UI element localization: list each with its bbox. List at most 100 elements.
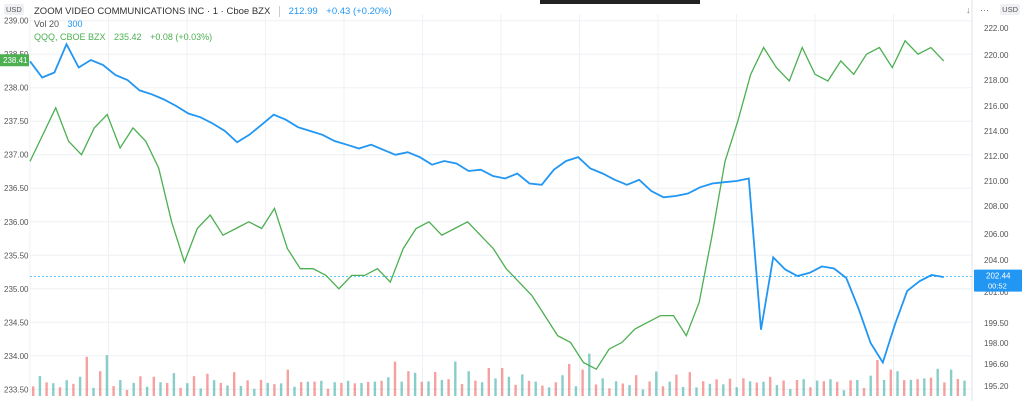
volume-bar <box>514 384 517 396</box>
left-current-badge <box>0 54 29 67</box>
volume-bar <box>869 375 872 396</box>
volume-bar <box>400 381 403 396</box>
left-tick-label: 233.50 <box>4 385 29 394</box>
volume-bar <box>85 356 88 396</box>
volume-bar <box>561 375 564 396</box>
volume-bar <box>882 380 886 396</box>
volume-legend[interactable]: Vol 20 300 <box>34 18 89 30</box>
volume-bar <box>447 379 450 396</box>
compare-legend[interactable]: QQQ, CBOE BZX 235.42 +0.08 (+0.03%) <box>34 31 218 43</box>
chart-grid <box>29 14 973 396</box>
volume-bar <box>199 388 202 396</box>
volume-bar <box>594 384 598 396</box>
volume-bar <box>467 371 470 396</box>
volume-bar <box>112 386 115 396</box>
volume-bar <box>487 368 490 396</box>
volume-bar <box>413 372 417 396</box>
volume-bar <box>266 382 269 396</box>
volume-bar <box>708 383 712 396</box>
volume-bar <box>728 378 732 396</box>
volume-bar <box>635 375 638 396</box>
volume-bar <box>233 372 236 396</box>
volume-bars <box>32 353 966 396</box>
volume-bar <box>179 387 182 396</box>
volume-bar <box>226 385 229 396</box>
volume-bar <box>949 369 953 396</box>
volume-bar <box>454 361 457 396</box>
left-tick-label: 235.00 <box>4 285 29 294</box>
vol-value: 300 <box>67 19 83 29</box>
volume-bar <box>534 381 537 396</box>
left-tick-label: 239.00 <box>4 17 29 26</box>
left-tick-label: 237.50 <box>4 117 29 126</box>
left-tick-label: 234.00 <box>4 352 29 361</box>
zm-series-line <box>29 42 944 365</box>
right-current-value: 202.44 <box>986 272 1011 281</box>
volume-bar <box>547 387 551 396</box>
right-tick-label: 201.00 <box>984 288 1009 297</box>
compare-change: +0.08 (+0.03%) <box>150 32 213 42</box>
right-price-axis: 222.00 220.00 218.00 216.00 214.00 212.00 210.… <box>971 0 1022 401</box>
right-tick-label: 220.00 <box>984 51 1009 60</box>
volume-bar <box>159 382 162 396</box>
volume-bar <box>346 380 350 396</box>
volume-bar <box>769 376 772 396</box>
volume-bar <box>293 386 296 396</box>
volume-bar <box>963 380 966 396</box>
vol-label: Vol 20 <box>34 19 60 29</box>
right-tick-label: 208.00 <box>984 202 1009 211</box>
volume-bar <box>715 379 718 396</box>
volume-bar <box>641 389 645 396</box>
volume-bar <box>748 381 752 396</box>
volume-bar <box>253 388 256 396</box>
right-tick-label: 214.00 <box>984 127 1009 136</box>
right-tick-label: 210.00 <box>984 177 1009 186</box>
volume-bar <box>340 382 343 396</box>
volume-bar <box>279 383 283 396</box>
volume-bar <box>936 368 939 396</box>
volume-bar <box>809 387 812 396</box>
volume-bar <box>722 384 725 396</box>
volume-bar <box>72 383 75 396</box>
volume-bar <box>681 386 685 396</box>
volume-bar <box>896 371 899 396</box>
volume-bar <box>407 371 410 396</box>
volume-bar <box>286 369 289 396</box>
volume-bar <box>32 386 35 396</box>
volume-bar <box>862 388 866 396</box>
left-tick-label: 238.00 <box>4 84 29 93</box>
volume-bar <box>212 380 216 396</box>
volume-bar <box>132 382 135 396</box>
volume-bar <box>889 369 892 396</box>
legend-divider <box>278 6 280 17</box>
volume-bar <box>554 382 557 396</box>
right-tick-label: 204.00 <box>984 256 1009 265</box>
volume-bar <box>152 376 155 396</box>
volume-bar <box>427 381 430 396</box>
volume-bar <box>239 385 243 396</box>
volume-bar <box>795 380 799 396</box>
left-tick-label: 236.50 <box>4 184 29 193</box>
volume-bar <box>360 383 363 396</box>
volume-bar <box>380 380 383 396</box>
right-tick-label: 199.50 <box>984 319 1009 328</box>
main-legend[interactable]: ZOOM VIDEO COMMUNICATIONS INC · 1 · Cboe… <box>34 6 398 18</box>
volume-bar <box>373 381 377 396</box>
right-current-badge <box>974 269 1022 292</box>
volume-bar <box>145 386 149 396</box>
left-tick-label: 236.00 <box>4 218 29 227</box>
volume-bar <box>139 376 142 396</box>
volume-bar <box>206 373 209 396</box>
more-icon[interactable]: ⋯ <box>980 5 989 15</box>
volume-bar <box>273 384 276 396</box>
symbol-label: ZOOM VIDEO COMMUNICATIONS INC · 1 · Cboe… <box>34 6 271 18</box>
volume-bar <box>125 389 129 396</box>
volume-bar <box>648 381 651 396</box>
volume-bar <box>581 369 584 396</box>
arrow-down-icon[interactable]: ↓ <box>966 5 971 15</box>
right-tick-label: 195.20 <box>984 382 1009 391</box>
volume-bar <box>521 374 524 396</box>
left-current-value: 238.41 <box>3 56 28 65</box>
volume-bar <box>353 383 356 396</box>
